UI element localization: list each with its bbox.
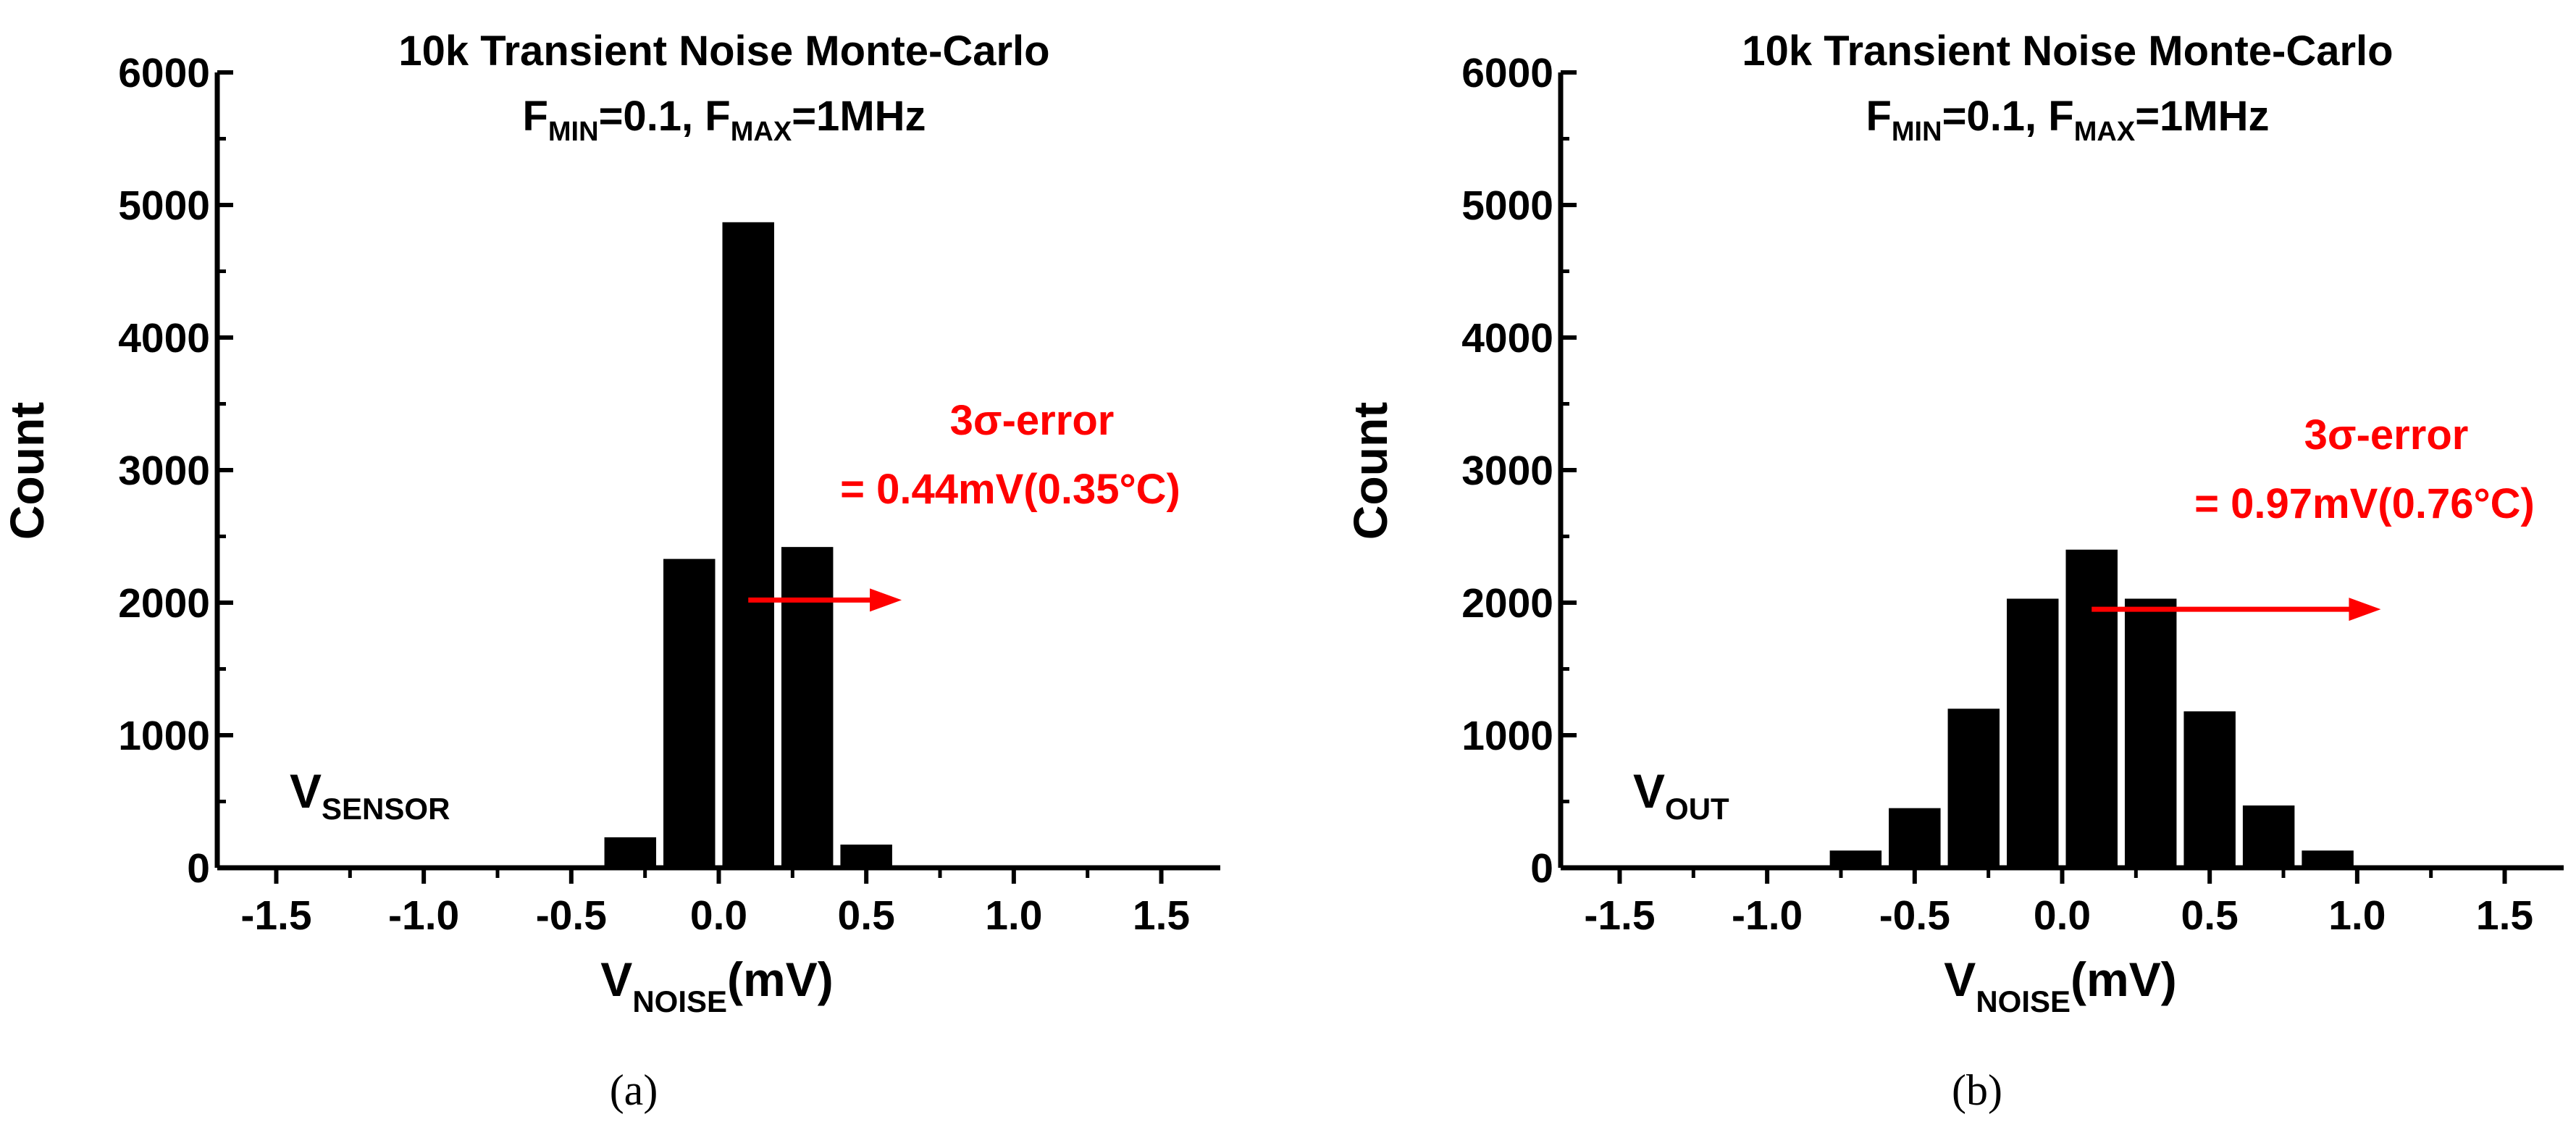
annotation-line2: = 0.44mV(0.35°C) [840, 466, 1180, 513]
histogram-bar [2183, 711, 2236, 868]
chart-subtitle: FMIN=0.1, FMAX=1MHz [1866, 93, 2269, 147]
histogram-bar [663, 558, 716, 868]
x-label-sub: NOISE [632, 984, 727, 1018]
chart-panel-b: 0 1000 2000 3000 4000 5000 6000 -1.5 -1.0 -0.5 0.0… [1343, 28, 2564, 1114]
histogram-bar [840, 844, 892, 868]
y-tick-label: 3000 [1461, 448, 1553, 494]
x-axis-label: VNOISE(mV) [1944, 953, 2176, 1018]
y-tick-label: 1000 [1461, 713, 1553, 759]
subtitle-fmin-main: F [1866, 93, 1891, 140]
y-tick-label: 1000 [118, 713, 210, 759]
x-tick-label: 0.0 [2034, 892, 2091, 939]
y-axis-label: Count [1343, 402, 1397, 540]
x-tick-label: 0.0 [690, 892, 747, 939]
y-tick-label: 0 [187, 845, 210, 892]
x-tick-label: 1.5 [2476, 892, 2533, 939]
subtitle-fmin-sub: MIN [548, 117, 599, 147]
histogram-bar [2065, 549, 2118, 868]
x-tick-label: 1.5 [1133, 892, 1190, 939]
x-tick-label: -1.5 [1584, 892, 1655, 939]
y-axis-label: Count [0, 402, 54, 540]
x-tick-label: -1.0 [388, 892, 459, 939]
signal-label-main: V [290, 764, 322, 818]
x-tick-label: -0.5 [536, 892, 607, 939]
histogram-bar [2242, 805, 2295, 868]
y-tick-label: 2000 [118, 580, 210, 627]
subtitle-fmax-main: F [705, 93, 730, 140]
y-tick-label: 4000 [118, 315, 210, 361]
signal-label: VOUT [1633, 764, 1729, 826]
y-tick-label: 5000 [118, 183, 210, 229]
x-tick-label: -1.0 [1732, 892, 1803, 939]
signal-label-main: V [1633, 764, 1665, 818]
x-tick-label: -1.5 [240, 892, 311, 939]
y-tick-label: 4000 [1461, 315, 1553, 361]
subtitle-fmin-sub: MIN [1892, 117, 1942, 147]
y-tick-label: 2000 [1461, 580, 1553, 627]
x-label-main: V [600, 953, 632, 1006]
subtitle-fmax-value: =1MHz [792, 93, 926, 140]
annotation-line2: = 0.97mV(0.76°C) [2194, 480, 2535, 527]
histogram-bar [781, 547, 834, 868]
histogram-bar [1889, 808, 1941, 868]
y-tick-label: 6000 [118, 50, 210, 96]
x-tick-label: 0.5 [838, 892, 895, 939]
x-label-sub: NOISE [1976, 984, 2071, 1018]
histogram-bar [1829, 850, 1882, 868]
histogram-bar [2124, 598, 2177, 868]
x-label-unit: (mV) [2071, 953, 2177, 1006]
chart-title: 10k Transient Noise Monte-Carlo [1742, 28, 2393, 75]
signal-label-sub: SENSOR [322, 792, 450, 826]
x-tick-label: 1.0 [985, 892, 1042, 939]
subtitle-fmax-value: =1MHz [2135, 93, 2269, 140]
annotation-line1: 3σ-error [950, 397, 1115, 444]
x-axis-label: VNOISE(mV) [600, 953, 833, 1018]
error-arrow-head [870, 588, 902, 612]
subtitle-fmax-main: F [2048, 93, 2073, 140]
histogram-bar [604, 837, 657, 868]
panel-label: (a) [610, 1066, 658, 1114]
chart-subtitle: FMIN=0.1, FMAX=1MHz [522, 93, 926, 147]
subtitle-fmax-sub: MAX [2074, 117, 2136, 147]
y-tick-label: 0 [1530, 845, 1553, 892]
x-tick-label: 1.0 [2328, 892, 2386, 939]
subtitle-fmin-value: =0.1, [599, 93, 705, 140]
y-tick-label: 5000 [1461, 183, 1553, 229]
y-tick-label: 3000 [118, 448, 210, 494]
x-tick-label: -0.5 [1879, 892, 1950, 939]
x-label-unit: (mV) [727, 953, 834, 1006]
subtitle-fmin-main: F [522, 93, 547, 140]
histogram-bar [1947, 708, 2000, 868]
annotation-line1: 3σ-error [2304, 411, 2469, 459]
subtitle-fmin-value: =0.1, [1942, 93, 2049, 140]
histogram-bar [722, 222, 774, 868]
signal-label-sub: OUT [1665, 792, 1729, 826]
x-label-main: V [1944, 953, 1976, 1006]
histogram-bar [2007, 598, 2059, 868]
error-arrow-head [2349, 598, 2381, 622]
chart-panel-a: 0 1000 2000 3000 4000 5000 6000 -1.5 -1.0 -0.5 0.0… [0, 28, 1220, 1114]
x-tick-label: 0.5 [2181, 892, 2239, 939]
chart-title: 10k Transient Noise Monte-Carlo [398, 28, 1049, 75]
signal-label: VSENSOR [290, 764, 450, 826]
histogram-bar [2302, 850, 2354, 868]
panel-label: (b) [1952, 1066, 2002, 1114]
y-tick-label: 6000 [1461, 50, 1553, 96]
subtitle-fmax-sub: MAX [731, 117, 792, 147]
